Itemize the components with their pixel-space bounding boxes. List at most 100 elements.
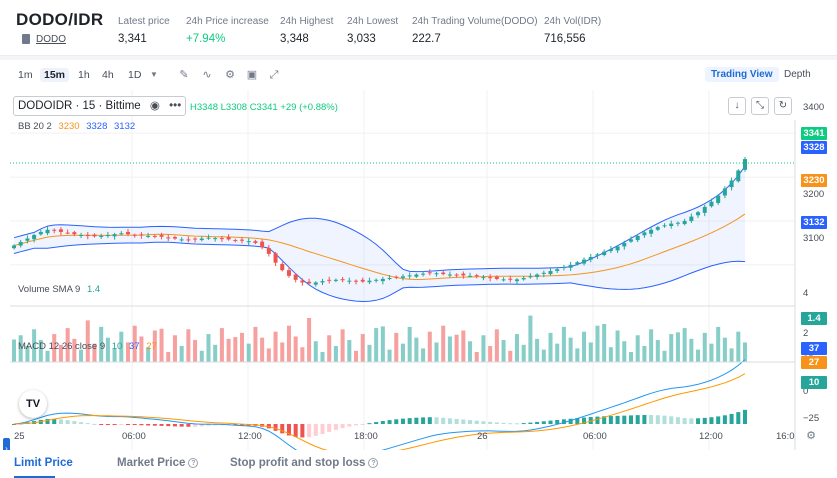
bb-band-fill	[14, 166, 745, 302]
volume-bar	[280, 342, 285, 362]
histogram-bar	[380, 421, 385, 424]
candle	[45, 229, 50, 234]
help-icon[interactable]: ?	[188, 457, 199, 468]
volume-bar	[125, 342, 131, 362]
candle	[709, 201, 714, 207]
candle	[722, 188, 727, 196]
collapse-button[interactable]: ⤡	[751, 97, 769, 115]
volume-bar	[494, 329, 499, 362]
histogram-bar	[293, 424, 298, 437]
scroll-down-button[interactable]: ↓	[728, 97, 746, 115]
histogram-label: 10	[801, 376, 827, 389]
bb-legend[interactable]: BB 20 2 3230 3328 3132	[18, 121, 136, 132]
candle	[166, 237, 171, 239]
more-icon[interactable]: •••	[169, 100, 182, 112]
draw-pencil-icon[interactable]: ✎	[179, 69, 189, 81]
candle	[528, 276, 533, 278]
chart-canvas[interactable]	[0, 90, 837, 460]
histogram-bar	[615, 415, 620, 424]
token-link[interactable]: DODO	[36, 34, 66, 45]
tab-trading-view[interactable]: Trading View	[705, 67, 779, 82]
volume-bar	[729, 348, 734, 362]
histogram-bar	[320, 424, 325, 435]
candle	[18, 242, 23, 246]
fullscreen-icon[interactable]: ⤢	[269, 69, 279, 81]
volume-bar	[246, 343, 251, 362]
candle	[146, 235, 151, 237]
tab-stop-profit-stop-loss[interactable]: Stop profit and stop loss?	[230, 457, 379, 469]
candle	[199, 238, 204, 241]
indicator-icon[interactable]: ∿	[202, 69, 212, 81]
histogram-bar	[273, 424, 278, 431]
chart-grid	[10, 90, 795, 456]
candle	[468, 275, 473, 277]
settings-gear-icon[interactable]: ⚙	[806, 430, 816, 442]
macd-legend[interactable]: MACD 12 26 close 9 10 37 27	[18, 341, 157, 352]
tab-limit-price[interactable]: Limit Price	[14, 457, 73, 469]
histogram-bar	[427, 417, 432, 424]
candle	[11, 245, 17, 249]
snapshot-icon[interactable]: ▣	[246, 69, 258, 81]
volume-bar	[528, 315, 533, 362]
candle	[682, 220, 687, 225]
interval-1h[interactable]: 1h	[78, 69, 90, 81]
price-label-last: 3341	[801, 127, 827, 140]
volume-bar	[675, 332, 680, 362]
histogram-bar	[400, 418, 405, 424]
candle	[628, 239, 634, 242]
candle	[729, 180, 734, 188]
candle	[132, 234, 137, 236]
token-icon	[22, 34, 30, 44]
histogram-bar	[682, 418, 687, 424]
histogram-bar	[709, 417, 714, 424]
histogram-bar	[193, 424, 198, 427]
histogram-bar	[514, 423, 519, 425]
candle	[206, 237, 211, 239]
symbol-legend[interactable]: DODOIDR · 15 · Bittime ◉ •••	[13, 96, 187, 116]
candle	[474, 275, 479, 277]
help-icon[interactable]: ?	[368, 457, 379, 468]
stat-latest-price: Latest price 3,341	[118, 16, 170, 45]
candle	[119, 233, 124, 235]
candle	[320, 281, 325, 283]
interval-15m[interactable]: 15m	[40, 68, 70, 82]
interval-4h[interactable]: 4h	[102, 69, 114, 81]
histogram-bar	[722, 415, 727, 424]
volume-bar	[555, 343, 560, 362]
interval-dropdown-icon[interactable]: ▼	[150, 70, 158, 79]
candle	[642, 232, 647, 236]
candle	[327, 279, 332, 281]
volume-bar	[65, 328, 70, 362]
candle	[421, 273, 426, 275]
volume-legend[interactable]: Volume SMA 9 1.4	[18, 284, 101, 295]
bb-upper-line	[13, 166, 746, 273]
histogram-bar	[11, 424, 17, 425]
side-panel-toggle[interactable]: ›	[3, 438, 10, 460]
eye-icon[interactable]: ◉	[149, 100, 160, 112]
volume-bar	[25, 346, 30, 362]
volume-bar	[354, 350, 359, 362]
volume-bar	[179, 346, 184, 362]
tab-depth[interactable]: Depth	[784, 69, 811, 80]
histogram-bar	[655, 415, 660, 424]
settings-gear-icon[interactable]: ⚙	[225, 69, 235, 81]
candle	[387, 278, 392, 280]
histogram-bar	[340, 424, 345, 429]
volume-bar	[709, 343, 714, 362]
interval-1m[interactable]: 1m	[18, 69, 33, 81]
reset-button[interactable]: ↻	[774, 97, 792, 115]
tab-market-price[interactable]: Market Price?	[117, 457, 199, 469]
interval-1d[interactable]: 1D	[128, 69, 142, 81]
candle	[541, 272, 546, 274]
stat-volume-idr: 24h Vol(IDR) 716,556	[544, 16, 602, 45]
candle	[414, 274, 419, 277]
volume-bar	[602, 323, 607, 362]
histogram-bar	[548, 420, 553, 424]
volume-bar	[635, 335, 640, 362]
chart-panel: 1m 15m 1h 4h 1D ▼ ✎ ∿ ⚙ ▣ ⤢ Trading View…	[0, 60, 837, 460]
tradingview-logo[interactable]: TV	[19, 390, 47, 418]
histogram-bar	[696, 418, 701, 424]
active-tab-underline	[14, 476, 55, 478]
histogram-bar	[729, 413, 734, 424]
volume-bar	[696, 349, 701, 362]
